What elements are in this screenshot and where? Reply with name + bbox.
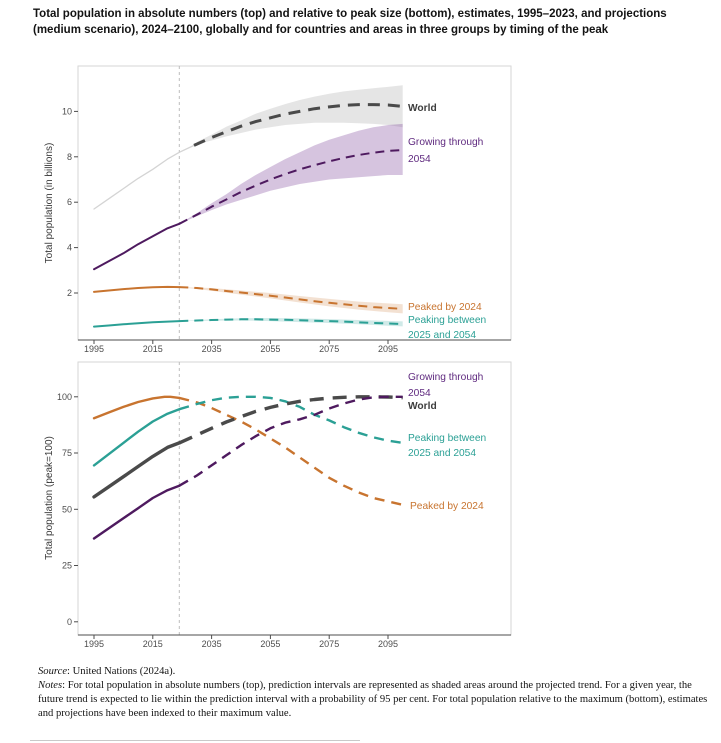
figure-title: Total population in absolute numbers (to… (33, 8, 667, 36)
x-tick-label: 2075 (319, 344, 339, 354)
prediction-band-world (196, 85, 403, 145)
series-label-growing-through-2054: 2054 (408, 388, 431, 399)
x-tick-label: 2095 (378, 344, 398, 354)
y-tick-label: 25 (62, 561, 72, 571)
source-label: Source (38, 666, 68, 677)
top-chart: 1995 2015 2035 2055 2075 2095 2 4 6 8 10 Total popu… (44, 65, 512, 354)
series-label-peaking-2025-2054: 2025 and 2054 (408, 448, 476, 459)
x-tick-label: 2015 (143, 344, 163, 354)
line-world-estimates (93, 144, 195, 210)
line-world-projection (193, 103, 403, 147)
line-peaked-by-2024-estimates (93, 285, 181, 293)
bottom-chart: 1995 2015 2035 2055 2075 2095 0 25 50 75 100 Total … (44, 361, 512, 649)
line-peaking-2025-2054-projection (179, 318, 403, 326)
y-tick-label: 50 (62, 504, 72, 514)
bottom-rule (30, 740, 360, 741)
notes-label: Notes (38, 680, 63, 691)
series-label-peaking-2025-2054: Peaking between (408, 315, 486, 326)
series-label-world: World (408, 401, 437, 412)
notes-line: Notes: For total population in absolute … (38, 679, 714, 721)
line-peaked-by-2024-projection (179, 396, 403, 506)
series-label-growing-through-2054: Growing through (408, 372, 483, 383)
y-tick-label: 2 (67, 288, 72, 298)
x-tick-label: 1995 (84, 639, 104, 649)
y-tick-label: 100 (57, 392, 72, 402)
x-tick-label: 2095 (378, 639, 398, 649)
prediction-band-peaked-by-2024 (179, 287, 403, 314)
series-label-growing-through-2054: 2054 (408, 154, 431, 165)
line-peaking-2025-2054-estimates (93, 320, 181, 328)
line-peaked-by-2024-estimates (92, 395, 181, 420)
x-tick-label: 1995 (84, 344, 104, 354)
series-label-peaked-by-2024: Peaked by 2024 (410, 501, 484, 512)
y-axis-title: Total population (in billions) (44, 143, 55, 264)
series-label-peaking-2025-2054: Peaking between (408, 433, 486, 444)
line-growing-through-2054-projection (178, 395, 403, 487)
line-growing-through-2054-estimates (93, 222, 181, 271)
y-tick-label: 6 (67, 197, 72, 207)
y-axis-title: Total population (peak=100) (44, 436, 55, 560)
x-tick-label: 2015 (143, 639, 163, 649)
figure-footer: Source: United Nations (2024a). Notes: F… (38, 665, 714, 721)
source-text: : United Nations (2024a). (67, 666, 176, 677)
line-growing-through-2054-projection (178, 149, 403, 225)
series-label-growing-through-2054: Growing through (408, 137, 483, 148)
charts-svg: 1995 2015 2035 2055 2075 2095 2 4 6 8 10 Total popu… (44, 65, 512, 649)
line-peaked-by-2024-projection (179, 286, 403, 310)
line-growing-through-2054-estimates (92, 484, 181, 540)
x-tick-label: 2035 (202, 344, 222, 354)
x-tick-label: 2035 (202, 639, 222, 649)
y-tick-label: 4 (67, 243, 72, 253)
line-world-projection (178, 395, 403, 445)
y-tick-label: 0 (67, 617, 72, 627)
x-tick-label: 2055 (260, 344, 280, 354)
notes-text: : For total population in absolute numbe… (38, 680, 708, 719)
prediction-band-growing-through-2054 (179, 123, 403, 224)
series-label-peaked-by-2024: Peaked by 2024 (408, 302, 482, 313)
y-tick-label: 10 (62, 106, 72, 116)
source-line: Source: United Nations (2024a). (38, 665, 714, 679)
line-peaking-2025-2054-estimates (92, 408, 181, 467)
prediction-band-peaking-2025-2054 (179, 318, 403, 327)
x-tick-label: 2075 (319, 639, 339, 649)
y-tick-label: 8 (67, 152, 72, 162)
series-label-world: World (408, 103, 437, 114)
line-world-estimates (92, 441, 182, 499)
y-tick-label: 75 (62, 448, 72, 458)
series-label-peaking-2025-2054: 2025 and 2054 (408, 330, 476, 341)
line-peaking-2025-2054-projection (178, 395, 403, 445)
x-tick-label: 2055 (260, 639, 280, 649)
